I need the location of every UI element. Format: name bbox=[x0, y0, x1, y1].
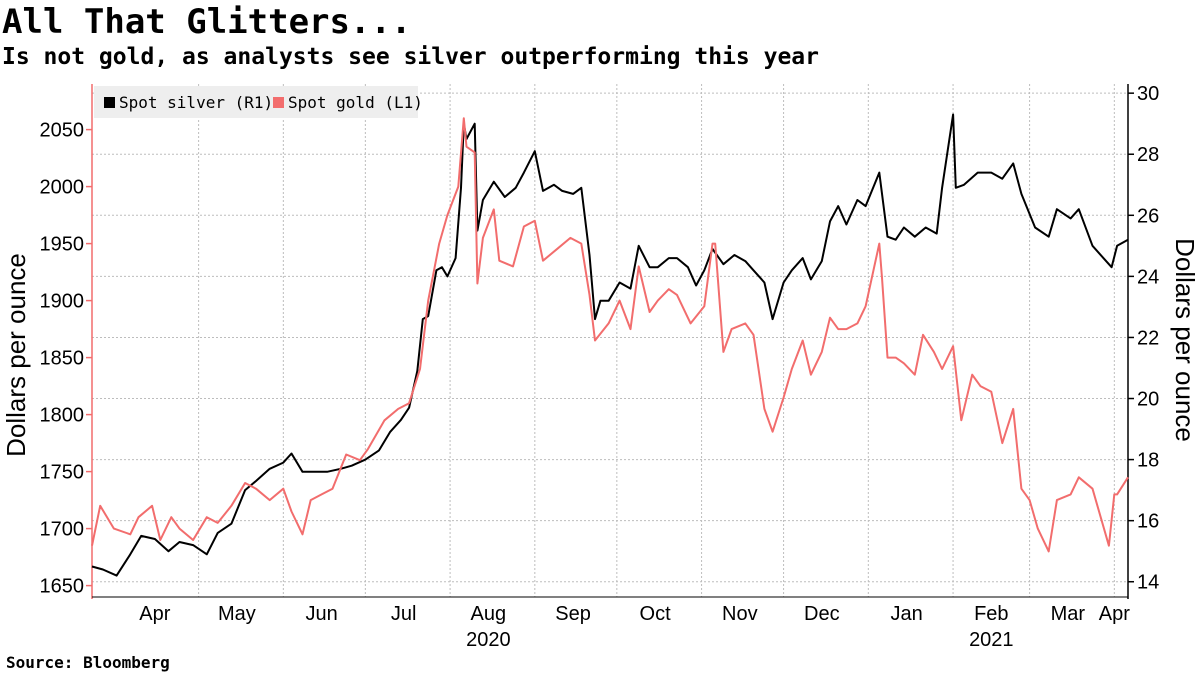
left-axis-tick-label: 2050 bbox=[40, 120, 85, 142]
x-axis-year-label: 2020 bbox=[466, 629, 511, 651]
source-note: Source: Bloomberg bbox=[6, 653, 170, 672]
left-axis-tick-label: 2000 bbox=[40, 177, 85, 199]
right-axis-tick-label: 22 bbox=[1137, 327, 1159, 349]
left-axis-tick-label: 1800 bbox=[40, 405, 85, 427]
legend-label-gold: Spot gold (L1) bbox=[288, 93, 423, 112]
left-axis-label: Dollars per ounce bbox=[1, 253, 31, 457]
x-axis-tick-label: Dec bbox=[804, 603, 840, 625]
x-axis-tick-label: Sep bbox=[555, 603, 591, 625]
legend-swatch-silver bbox=[104, 97, 115, 108]
legend: Spot silver (R1) Spot gold (L1) bbox=[94, 86, 423, 118]
x-axis-tick-label: Oct bbox=[640, 603, 672, 625]
left-axis-tick-label: 1950 bbox=[40, 234, 85, 256]
left-axis-tick-label: 1850 bbox=[40, 348, 85, 370]
x-axis-tick-label: Aug bbox=[471, 603, 507, 625]
left-axis-tick-label: 1900 bbox=[40, 291, 85, 313]
right-axis-tick-label: 28 bbox=[1137, 144, 1159, 166]
line-chart: 1650 1700 1750 1800 1850 1900 1950 2000 2050 14 16… bbox=[0, 0, 1200, 675]
x-axis-tick-label: May bbox=[218, 603, 256, 625]
left-axis-tick-label: 1700 bbox=[40, 519, 85, 541]
right-axis-tick-label: 26 bbox=[1137, 205, 1159, 227]
x-axis-tick-label: Apr bbox=[1099, 603, 1130, 625]
series-line-gold bbox=[92, 118, 1128, 551]
left-axis-tick-label: 1650 bbox=[40, 576, 85, 598]
x-axis-tick-label: Jul bbox=[391, 603, 417, 625]
x-axis-tick-label: Jun bbox=[305, 603, 337, 625]
legend-swatch-gold bbox=[273, 97, 284, 108]
right-axis-tick-label: 14 bbox=[1137, 572, 1159, 594]
right-axis-tick-label: 24 bbox=[1137, 266, 1159, 288]
x-axis-tick-label: Nov bbox=[722, 603, 758, 625]
x-axis-year-label: 2021 bbox=[969, 629, 1014, 651]
right-axis-tick-label: 18 bbox=[1137, 450, 1159, 472]
series-line-silver bbox=[92, 115, 1128, 576]
x-axis-tick-label: Feb bbox=[974, 603, 1008, 625]
legend-label-silver: Spot silver (R1) bbox=[119, 93, 273, 112]
axes: 1650 1700 1750 1800 1850 1900 1950 2000 2050 14 16… bbox=[40, 83, 1160, 651]
right-axis-tick-label: 20 bbox=[1137, 389, 1159, 411]
x-axis-tick-label: Jan bbox=[890, 603, 922, 625]
right-axis-tick-label: 30 bbox=[1137, 83, 1159, 105]
right-axis-label: Dollars per ounce bbox=[1170, 238, 1200, 442]
left-axis-tick-label: 1750 bbox=[40, 462, 85, 484]
x-axis-tick-label: Mar bbox=[1051, 603, 1086, 625]
grid-lines bbox=[92, 84, 1128, 597]
right-axis-tick-label: 16 bbox=[1137, 511, 1159, 533]
series-lines bbox=[92, 115, 1128, 576]
x-axis-tick-label: Apr bbox=[139, 603, 170, 625]
